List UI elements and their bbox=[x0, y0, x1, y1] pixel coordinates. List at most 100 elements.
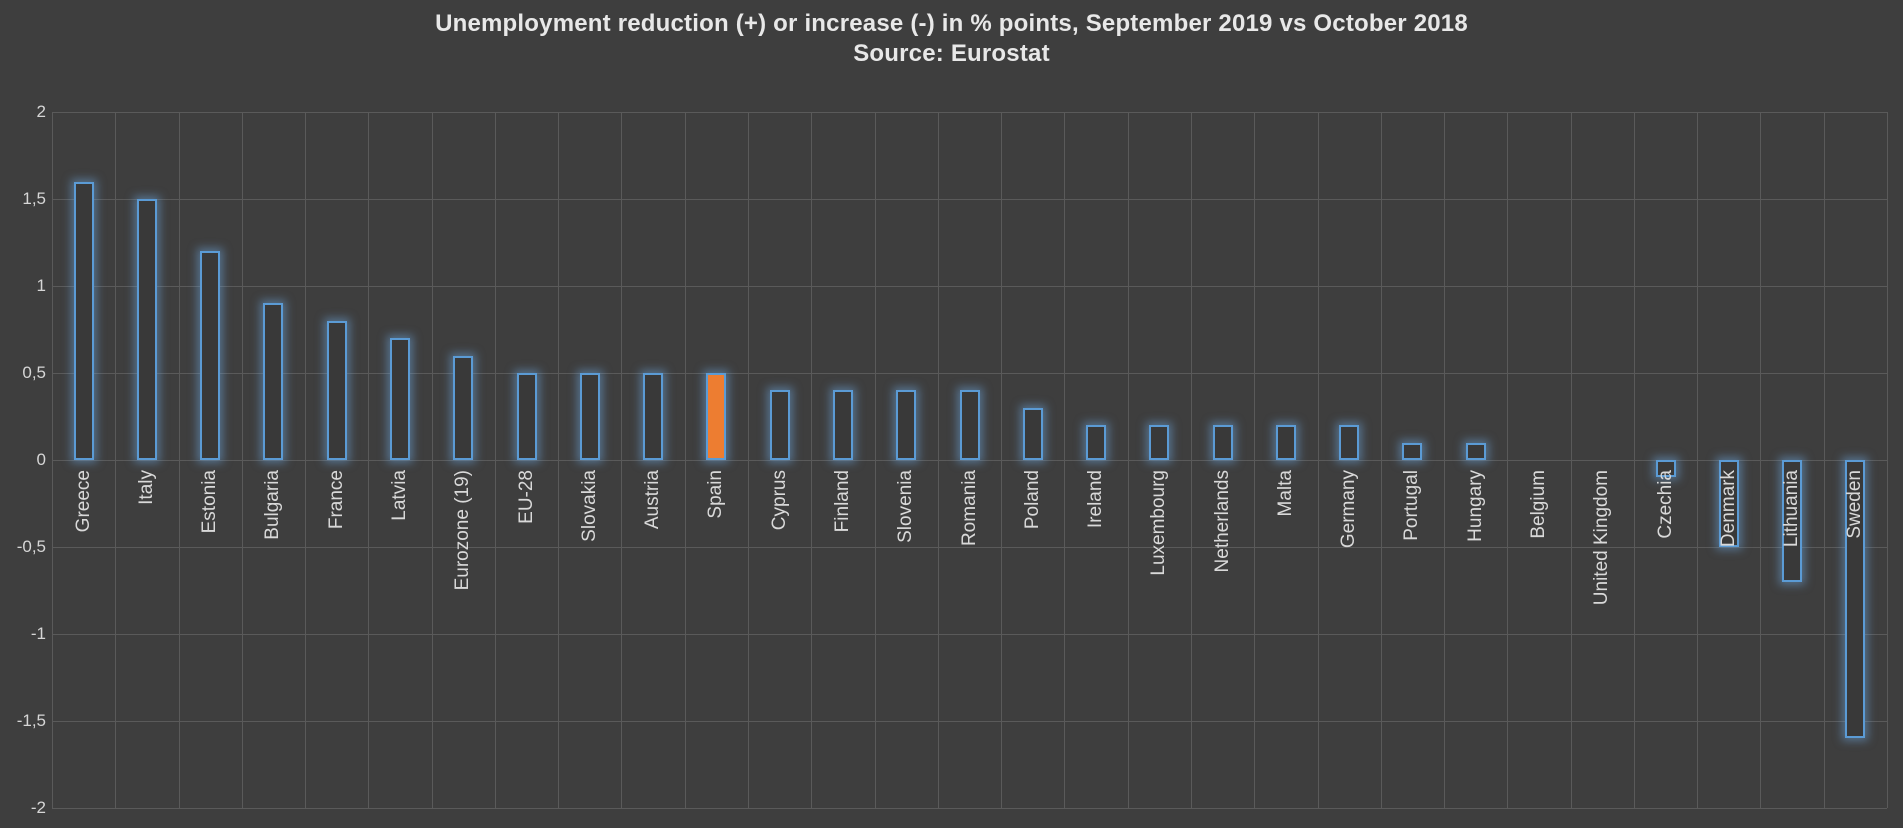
y-tick-label-1: 1 bbox=[36, 276, 46, 295]
x-label-latvia: Latvia bbox=[389, 470, 410, 521]
gridline-x-25 bbox=[1634, 112, 1635, 808]
x-label-greece: Greece bbox=[73, 470, 94, 533]
bar-netherlands[interactable] bbox=[1213, 425, 1233, 460]
bar-denmark[interactable] bbox=[1719, 460, 1739, 547]
bar-malta[interactable] bbox=[1276, 425, 1296, 460]
bar-portugal[interactable] bbox=[1402, 443, 1422, 460]
x-label-finland: Finland bbox=[832, 470, 853, 533]
bar-bulgaria[interactable] bbox=[263, 303, 283, 460]
x-label-austria: Austria bbox=[642, 470, 663, 530]
bar-germany[interactable] bbox=[1339, 425, 1359, 460]
gridline-x-23 bbox=[1507, 112, 1508, 808]
gridline-x-15 bbox=[1001, 112, 1002, 808]
bar-finland[interactable] bbox=[833, 390, 853, 460]
bar-ireland[interactable] bbox=[1086, 425, 1106, 460]
bar-luxembourg[interactable] bbox=[1149, 425, 1169, 460]
y-tick-label-2: 2 bbox=[36, 102, 46, 121]
gridline-y-0-5 bbox=[52, 547, 1887, 548]
x-label-estonia: Estonia bbox=[199, 470, 220, 534]
bar-poland[interactable] bbox=[1023, 408, 1043, 460]
gridline-x-16 bbox=[1064, 112, 1065, 808]
gridline-x-0 bbox=[52, 112, 53, 808]
gridline-y-1-5 bbox=[52, 199, 1887, 200]
bar-slovenia[interactable] bbox=[896, 390, 916, 460]
gridline-x-4 bbox=[305, 112, 306, 808]
x-label-lithuania: Lithuania bbox=[1781, 470, 1802, 548]
gridline-x-7 bbox=[495, 112, 496, 808]
gridline-x-17 bbox=[1128, 112, 1129, 808]
x-label-ireland: Ireland bbox=[1085, 470, 1106, 529]
gridline-x-14 bbox=[938, 112, 939, 808]
gridline-y-1 bbox=[52, 634, 1887, 635]
y-tick-label-1-5: -1,5 bbox=[16, 711, 46, 730]
y-tick-label-1: -1 bbox=[30, 624, 46, 643]
gridline-x-29 bbox=[1887, 112, 1888, 808]
y-tick-label-2: -2 bbox=[30, 798, 46, 817]
bar-lithuania[interactable] bbox=[1782, 460, 1802, 582]
x-label-eu-28: EU-28 bbox=[516, 470, 537, 524]
x-label-sweden: Sweden bbox=[1844, 470, 1865, 539]
gridline-y-2 bbox=[52, 112, 1887, 113]
x-label-spain: Spain bbox=[705, 470, 726, 519]
gridline-x-24 bbox=[1571, 112, 1572, 808]
gridline-x-5 bbox=[368, 112, 369, 808]
bar-spain[interactable] bbox=[706, 373, 726, 460]
x-label-cyprus: Cyprus bbox=[769, 470, 790, 531]
gridline-x-8 bbox=[558, 112, 559, 808]
gridline-y-1 bbox=[52, 286, 1887, 287]
bar-eu-28[interactable] bbox=[517, 373, 537, 460]
gridline-x-1 bbox=[115, 112, 116, 808]
gridline-y-2 bbox=[52, 808, 1887, 809]
gridline-x-11 bbox=[748, 112, 749, 808]
gridline-x-27 bbox=[1760, 112, 1761, 808]
gridline-x-9 bbox=[621, 112, 622, 808]
x-label-slovenia: Slovenia bbox=[895, 470, 916, 543]
gridline-y-1-5 bbox=[52, 721, 1887, 722]
x-label-netherlands: Netherlands bbox=[1212, 470, 1233, 573]
x-label-bulgaria: Bulgaria bbox=[262, 470, 283, 540]
x-label-poland: Poland bbox=[1022, 470, 1043, 530]
x-label-czechia: Czechia bbox=[1655, 470, 1676, 539]
gridline-x-12 bbox=[811, 112, 812, 808]
x-label-eurozone-19: Eurozone (19) bbox=[452, 470, 473, 591]
y-tick-label-0: 0 bbox=[36, 450, 46, 469]
x-label-slovakia: Slovakia bbox=[579, 470, 600, 542]
y-tick-label-0-5: -0,5 bbox=[16, 537, 46, 556]
x-label-united-kingdom: United Kingdom bbox=[1591, 470, 1612, 606]
x-label-malta: Malta bbox=[1275, 470, 1296, 517]
y-tick-label-0-5: 0,5 bbox=[22, 363, 46, 382]
gridline-x-3 bbox=[242, 112, 243, 808]
y-tick-label-1-5: 1,5 bbox=[22, 189, 46, 208]
bar-slovakia[interactable] bbox=[580, 373, 600, 460]
bar-sweden[interactable] bbox=[1845, 460, 1865, 738]
x-label-france: France bbox=[326, 470, 347, 530]
gridline-x-19 bbox=[1254, 112, 1255, 808]
gridline-y-0-5 bbox=[52, 373, 1887, 374]
bar-czechia[interactable] bbox=[1656, 460, 1676, 477]
gridline-y-0 bbox=[52, 460, 1887, 461]
bar-italy[interactable] bbox=[137, 199, 157, 460]
gridline-x-20 bbox=[1318, 112, 1319, 808]
x-label-romania: Romania bbox=[959, 470, 980, 547]
x-label-denmark: Denmark bbox=[1718, 470, 1739, 548]
x-label-luxembourg: Luxembourg bbox=[1148, 470, 1169, 576]
bar-hungary[interactable] bbox=[1466, 443, 1486, 460]
gridline-x-13 bbox=[875, 112, 876, 808]
bar-estonia[interactable] bbox=[200, 251, 220, 460]
gridline-x-6 bbox=[432, 112, 433, 808]
gridline-x-2 bbox=[179, 112, 180, 808]
gridline-x-21 bbox=[1381, 112, 1382, 808]
chart-title: Unemployment reduction (+) or increase (… bbox=[435, 10, 1468, 37]
bar-cyprus[interactable] bbox=[770, 390, 790, 460]
bar-romania[interactable] bbox=[960, 390, 980, 460]
x-label-belgium: Belgium bbox=[1528, 470, 1549, 539]
bar-austria[interactable] bbox=[643, 373, 663, 460]
x-label-italy: Italy bbox=[136, 470, 157, 505]
bar-greece[interactable] bbox=[74, 182, 94, 460]
bar-eurozone-19[interactable] bbox=[453, 356, 473, 460]
bar-latvia[interactable] bbox=[390, 338, 410, 460]
bar-france[interactable] bbox=[327, 321, 347, 460]
x-label-hungary: Hungary bbox=[1465, 470, 1486, 542]
